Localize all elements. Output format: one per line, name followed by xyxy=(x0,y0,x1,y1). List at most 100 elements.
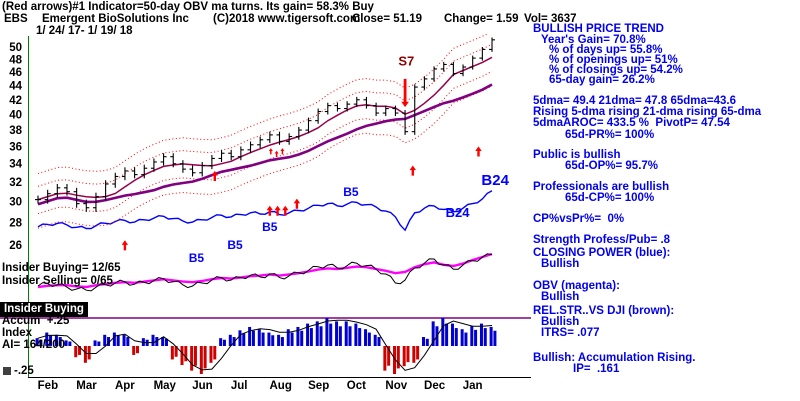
dma-values: 5dma= 49.4 21dma= 47.8 65dma=43.6 xyxy=(533,95,736,107)
buy-arrow-icon xyxy=(211,170,218,181)
accum-bar xyxy=(155,337,159,346)
trend-header: BULLISH PRICE TREND xyxy=(533,23,664,35)
accum-bar xyxy=(112,332,116,346)
accum-bar xyxy=(309,328,313,346)
accum-bar xyxy=(87,346,91,360)
date-range: 1/ 24/ 17- 1/ 19/ 18 xyxy=(36,25,133,37)
obv-line xyxy=(37,252,493,289)
y-axis-label: 26 xyxy=(9,240,22,252)
accum-bar xyxy=(474,329,478,346)
ma-21day-line xyxy=(37,56,493,201)
accum-bar xyxy=(367,332,371,346)
y-axis-label: 34 xyxy=(9,159,22,171)
price-band-upper-outer xyxy=(37,34,488,174)
accum-bar xyxy=(364,329,368,346)
accum-bar xyxy=(228,334,232,346)
accum-bar xyxy=(373,334,377,346)
accum-bar xyxy=(238,330,242,346)
accum-bar xyxy=(132,346,136,355)
accum-bar xyxy=(280,337,284,346)
accum-bar xyxy=(107,337,111,346)
gain-65day: 65-day gain= 26.2% xyxy=(549,74,655,86)
closing-power-header: CLOSING POWER (blue): xyxy=(533,247,671,259)
accum-bar xyxy=(39,339,43,346)
accum-bar xyxy=(354,323,358,346)
red-mark-icon xyxy=(268,148,273,155)
accum-bar xyxy=(261,332,265,346)
accum-bar xyxy=(450,323,454,346)
accum-bar xyxy=(49,335,53,346)
accum-bar xyxy=(489,326,493,346)
accum-bar xyxy=(335,321,339,346)
accum-bar xyxy=(64,340,68,346)
accum-bar xyxy=(97,341,101,346)
accum-bar xyxy=(267,332,271,346)
index-label: Index xyxy=(2,327,33,339)
accum-bar xyxy=(203,346,207,369)
itrs-value: ITRS= .077 xyxy=(541,327,600,339)
op-65d: 65d-OP%= 95.7% xyxy=(565,160,659,172)
accum-bar xyxy=(248,326,252,346)
accum-bar xyxy=(300,330,304,346)
y-axis-label: 36 xyxy=(9,141,22,153)
rel-strength-line xyxy=(37,253,493,292)
close-value: Close= 51.19 xyxy=(352,13,423,25)
accum-bar xyxy=(251,330,255,346)
years-gain: Year's Gain= 70.8% xyxy=(541,34,646,46)
price-band-lower-inner xyxy=(37,70,493,215)
y-axis-label: 46 xyxy=(9,67,22,79)
x-axis-month-label: Sep xyxy=(308,380,329,392)
sell-arrow-icon xyxy=(401,78,409,108)
pr-65d: 65d-PR%= 100% xyxy=(565,129,655,141)
buy-signal-label: B24 xyxy=(446,205,471,220)
public-sentiment: Public is bullish xyxy=(533,149,621,161)
accum-bar xyxy=(412,346,416,363)
y-axis-label: 44 xyxy=(9,81,22,93)
accum-bar xyxy=(222,339,226,346)
accum-bar xyxy=(213,346,217,360)
accum-bar xyxy=(296,326,300,346)
accum-bar xyxy=(441,318,445,346)
accum-bar xyxy=(126,337,130,346)
strength-ratio: Strength Profess/Pub= .8 xyxy=(533,234,671,246)
ip-value: IP= .161 xyxy=(573,363,620,375)
accum-bar xyxy=(406,346,410,363)
accum-bar xyxy=(180,346,184,366)
accum-bar xyxy=(45,332,49,346)
buy-arrow-icon xyxy=(121,240,129,251)
accum-bar xyxy=(78,346,82,355)
obv-header: OBV (magenta): xyxy=(533,280,620,292)
accum-bar xyxy=(387,346,391,366)
accum-bar xyxy=(393,346,397,374)
buy-arrow-icon xyxy=(293,198,301,209)
y-axis-label: 38 xyxy=(9,125,22,137)
relstr-status: Bullish xyxy=(541,316,580,328)
accum-bar xyxy=(58,337,62,346)
copyright-text: (C)2018 www.tigersoft.com xyxy=(213,13,361,25)
accum-bar xyxy=(479,323,483,346)
ai-value: AI= 164/200 xyxy=(2,339,65,351)
accum-overlay-line xyxy=(37,319,493,371)
y-axis-label: 30 xyxy=(9,197,22,209)
insider-panel-label: Insider Buying xyxy=(0,302,88,317)
accum-bar xyxy=(271,335,275,346)
openings-up-pct: % of openings up= 51% xyxy=(549,54,678,66)
accum-bar xyxy=(358,328,362,346)
dma-rising-status: Rising 5-dma rising 21-dma rising 65-dma xyxy=(533,106,762,118)
buy-signal-label: B5 xyxy=(343,185,359,199)
x-axis-month-label: Jun xyxy=(192,380,212,392)
accum-bar xyxy=(103,334,107,346)
neg-scale-label: -.25 xyxy=(14,365,34,377)
accum-bar xyxy=(93,340,97,346)
accum-bar xyxy=(74,346,78,358)
accum-bar xyxy=(445,323,449,346)
accum-bar xyxy=(454,328,458,346)
neg-level-box xyxy=(3,367,11,375)
red-mark-icon xyxy=(280,148,285,155)
x-axis-month-label: Oct xyxy=(347,380,366,392)
professional-sentiment: Professionals are bullish xyxy=(533,181,670,193)
cp-vs-pr: CP%vsPr%= 0% xyxy=(533,213,625,225)
x-axis-month-label: Dec xyxy=(424,380,446,392)
